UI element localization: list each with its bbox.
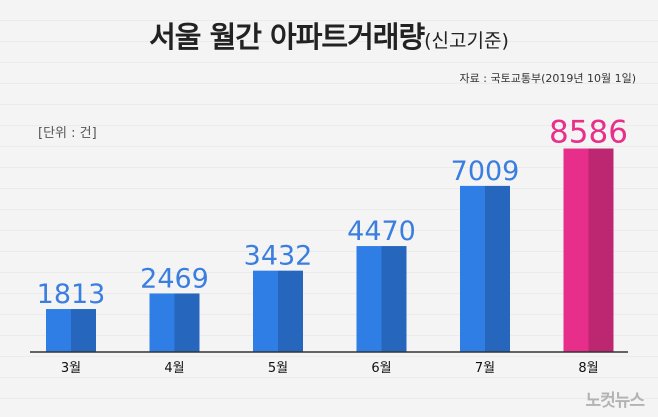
bar-face-light <box>563 148 589 352</box>
bars-group <box>46 148 614 352</box>
value-label-5월: 3432 <box>244 241 313 272</box>
value-label-8월: 8586 <box>549 115 628 151</box>
bar-face-dark <box>485 185 510 352</box>
bar-face-dark <box>381 246 407 352</box>
x-tick-labels-group: 3월 4월 5월 6월 7월 8월 <box>61 361 599 376</box>
title-main: 서울 월간 아파트거래량 <box>149 20 425 54</box>
brand-logo: 노컷뉴스 <box>585 391 645 411</box>
bar-face-dark <box>588 148 614 352</box>
x-tick-4월: 4월 <box>164 361 184 376</box>
bar-3월 <box>46 309 96 352</box>
x-tick-3월: 3월 <box>61 361 81 376</box>
x-tick-7월: 7월 <box>475 361 495 376</box>
value-labels-group: 1813 2469 3432 4470 7009 8586 <box>37 115 628 311</box>
chart-title: 서울 월간 아파트거래량(신고기준) <box>0 14 658 56</box>
bar-5월 <box>253 270 303 352</box>
title-suffix: (신고기준) <box>424 30 509 52</box>
bar-face-light <box>356 246 382 352</box>
unit-label: [단위 : 건] <box>38 126 97 141</box>
value-label-7월: 7009 <box>451 156 520 187</box>
x-tick-5월: 5월 <box>268 361 288 376</box>
bar-4월 <box>149 293 200 352</box>
bar-face-dark <box>71 309 96 352</box>
bar-face-light <box>460 185 485 352</box>
bar-face-dark <box>174 293 200 352</box>
value-label-4월: 2469 <box>140 263 209 294</box>
value-label-6월: 4470 <box>347 216 416 247</box>
x-tick-8월: 8월 <box>578 361 598 376</box>
bar-6월 <box>356 246 407 352</box>
bar-face-dark <box>278 270 303 352</box>
bar-face-light <box>46 309 71 352</box>
bar-8월 <box>563 148 614 352</box>
source-note: 자료 : 국토교통부(2019년 10월 1일) <box>459 72 636 85</box>
bar-face-light <box>149 293 175 352</box>
bar-7월 <box>460 185 510 352</box>
value-label-3월: 1813 <box>37 279 106 310</box>
x-tick-6월: 6월 <box>371 361 391 376</box>
bar-face-light <box>253 270 278 352</box>
